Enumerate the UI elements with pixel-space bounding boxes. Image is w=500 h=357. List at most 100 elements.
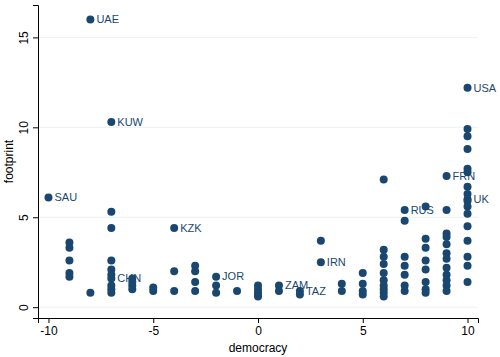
y-axis-title: footprint [2,139,16,183]
point [65,273,73,281]
point-label: KZK [180,222,202,234]
point [317,237,325,245]
point [401,271,409,279]
point [233,287,241,295]
point [107,274,115,282]
y-tick-mark [33,217,38,218]
point [464,237,472,245]
point [380,246,388,254]
point-label: RUS [411,204,434,216]
point [107,224,115,232]
x-axis: -10 -5 0 5 10 [39,318,479,338]
point [401,287,409,295]
point-label: CHN [117,272,141,284]
point [464,183,472,191]
x-tick: 5 [360,318,367,338]
x-tick-mark [153,318,154,323]
y-tick: 10 [17,121,38,135]
y-tick-label: 15 [17,31,31,45]
point [401,217,409,225]
x-tick: -5 [148,318,159,338]
point [422,278,430,286]
point [212,273,220,281]
point [422,244,430,252]
point [464,262,472,270]
point [338,287,346,295]
x-axis-line [39,319,479,324]
point [380,292,388,300]
y-tick: 5 [17,214,38,221]
point [443,233,451,241]
point-label: USA [474,82,497,94]
point [443,264,451,272]
point [380,269,388,277]
grid-line [38,37,478,38]
x-tick-label: 10 [461,324,475,338]
grid-line [38,307,478,308]
x-axis-title: democracy [229,341,288,355]
grid-line [38,127,478,128]
point [317,258,325,266]
y-axis-line [33,6,39,319]
points [44,15,471,300]
point [170,287,178,295]
point [191,287,199,295]
y-tick-mark [33,127,38,128]
point [422,235,430,243]
point [464,132,472,140]
x-tick-label: 5 [360,324,367,338]
point [464,145,472,153]
point [464,278,472,286]
point [443,172,451,180]
point [170,267,178,275]
point-label: KUW [117,116,143,128]
point [170,224,178,232]
chart-container: -10-50510051015SAUUAEKUWCHNKZKJORZAMTAZI… [0,0,500,357]
point [65,256,73,264]
point [422,289,430,297]
point-label: IRN [327,256,346,268]
point [191,278,199,286]
point [212,289,220,297]
point [464,253,472,261]
point [107,256,115,264]
point [401,262,409,270]
x-tick-label: -5 [148,324,159,338]
grid-line [38,217,478,218]
point-label: SAU [54,191,77,203]
point [464,84,472,92]
point [443,287,451,295]
point [107,208,115,216]
x-tick-label: -10 [40,324,58,338]
point [338,280,346,288]
x-tick: 0 [255,318,262,338]
y-tick: 0 [17,304,38,311]
point [464,125,472,133]
point [275,287,283,295]
x-tick-mark [468,318,469,323]
point [86,15,94,23]
point [44,193,52,201]
point-label: ZAM [285,279,308,291]
point-labels: SAUUAEKUWCHNKZKJORZAMTAZIRNRUSFRNUSAUK [54,13,496,297]
y-tick: 15 [17,31,38,45]
x-tick-mark [363,318,364,323]
point [359,280,367,288]
point [128,285,136,293]
point [65,244,73,252]
x-tick-mark [48,318,49,323]
x-tick-label: 0 [255,324,262,338]
point [254,292,262,300]
point-label: UK [474,193,490,205]
point [380,260,388,268]
point [107,289,115,297]
point [443,255,451,263]
point-label: FRN [453,170,476,182]
point [422,256,430,264]
point [380,175,388,183]
y-tick-mark [33,307,38,308]
grid [38,37,478,307]
point-label: UAE [96,13,119,25]
y-tick-mark [33,37,38,38]
point [464,222,472,230]
